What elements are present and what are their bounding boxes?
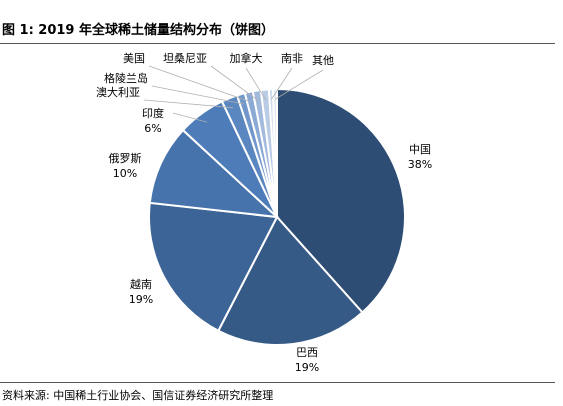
slice-name-label-8: 坦桑尼亚 — [163, 51, 207, 65]
pie-slices — [148, 87, 406, 346]
pie-slice-2 — [148, 201, 279, 333]
pie-slice-1 — [217, 215, 364, 346]
slice-name-label-0: 中国 — [409, 143, 431, 156]
slice-name-label-5: 澳大利亚 — [96, 85, 140, 99]
pie-slice-3 — [148, 128, 280, 219]
slice-name-label-7: 美国 — [123, 52, 145, 65]
leader-line-8 — [210, 65, 259, 102]
leader-line-9 — [245, 67, 267, 101]
slice-name-label-11: 其他 — [312, 54, 334, 67]
slice-name-label-6: 格陵兰岛 — [104, 71, 148, 85]
slice-name-label-2: 越南 — [130, 277, 152, 291]
leader-line-10 — [271, 67, 293, 100]
source-note: 资料来源: 中国稀土行业协会、国信证券经济研究所整理 — [2, 389, 274, 402]
slice-percent-label-4: 6% — [144, 122, 161, 135]
top-rule — [0, 43, 555, 44]
slice-name-label-3: 俄罗斯 — [109, 152, 142, 165]
slice-percent-label-0: 38% — [408, 158, 432, 171]
leader-line-6 — [151, 85, 244, 105]
slice-name-label-4: 印度 — [142, 106, 164, 120]
slice-percent-label-2: 19% — [129, 293, 153, 306]
figure-title: 图 1: 2019 年全球稀土储量结构分布（饼图） — [2, 23, 275, 38]
bottom-rule — [0, 382, 555, 383]
pie-slice-0 — [276, 87, 406, 314]
leader-line-4 — [172, 112, 208, 123]
slice-percent-label-1: 19% — [295, 361, 319, 374]
slice-percent-label-3: 10% — [113, 167, 137, 180]
pie-slice-11 — [271, 87, 278, 218]
slice-name-label-1: 巴西 — [296, 346, 318, 359]
leader-line-5 — [143, 99, 234, 109]
slice-name-label-10: 南非 — [281, 52, 303, 65]
leader-lines — [143, 65, 324, 123]
slice-name-label-9: 加拿大 — [230, 51, 263, 65]
leader-line-11 — [274, 69, 324, 100]
leader-line-7 — [148, 65, 252, 103]
